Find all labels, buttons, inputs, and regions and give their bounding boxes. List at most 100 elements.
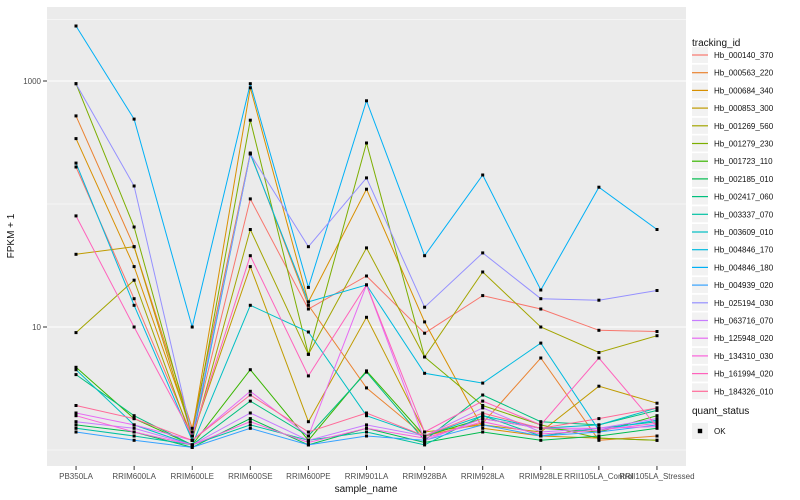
- data-point-Hb_134310_030: [74, 414, 78, 418]
- data-point-Hb_161994_020: [306, 374, 310, 378]
- data-point-Hb_184326_010: [539, 426, 543, 430]
- x-tick-label: RRIM600SE: [228, 472, 272, 481]
- x-tick-label: RRIM928BA: [402, 472, 447, 481]
- x-tick-label: RRIM901LA: [345, 472, 389, 481]
- legend-label: Hb_002417_060: [714, 193, 774, 202]
- data-point-Hb_004846_170: [306, 300, 310, 304]
- legend-label: Hb_000563_220: [714, 69, 774, 78]
- y-axis-title: FPKM + 1: [6, 213, 17, 258]
- data-point-Hb_001279_230: [365, 141, 368, 145]
- data-point-Hb_001279_230: [481, 404, 485, 407]
- data-point-Hb_134310_030: [655, 421, 659, 425]
- data-point-Hb_000853_300: [365, 315, 368, 319]
- data-point-Hb_000563_220: [190, 426, 194, 430]
- data-point-Hb_002417_060: [365, 370, 368, 374]
- data-point-Hb_001269_560: [365, 246, 368, 250]
- data-point-Hb_000140_370: [597, 328, 601, 332]
- data-point-Hb_004846_180: [190, 325, 194, 329]
- data-point-Hb_002185_010: [597, 434, 601, 438]
- x-tick-label: PB350LA: [59, 472, 93, 481]
- x-tick-label: RRII105LA_Stressed: [619, 472, 694, 481]
- legend-label: Hb_004846_180: [714, 263, 774, 272]
- data-point-Hb_001269_560: [597, 351, 601, 354]
- legend-label: Hb_001279_230: [714, 140, 774, 149]
- data-point-Hb_063716_070: [132, 426, 136, 430]
- data-point-Hb_000140_370: [306, 307, 310, 311]
- data-point-Hb_000140_370: [248, 197, 252, 201]
- x-tick-label: RRIM600LE: [170, 472, 214, 481]
- data-point-Hb_001279_230: [306, 352, 310, 356]
- data-point-Hb_184326_010: [481, 411, 485, 415]
- legend-label: Hb_003609_010: [714, 228, 774, 237]
- data-point-Hb_000563_220: [597, 438, 601, 442]
- data-point-Hb_004939_020: [74, 430, 78, 434]
- data-point-Hb_004846_170: [423, 371, 427, 375]
- data-point-Hb_125948_020: [306, 434, 310, 438]
- legend-label: Hb_001723_110: [714, 157, 773, 166]
- data-point-Hb_000140_370: [132, 297, 136, 301]
- data-point-Hb_004846_180: [481, 173, 485, 177]
- data-point-Hb_000684_340: [74, 137, 78, 141]
- data-point-Hb_025194_030: [132, 184, 136, 188]
- data-point-Hb_001279_230: [248, 118, 252, 122]
- data-point-Hb_004846_180: [365, 99, 368, 103]
- data-point-Hb_004846_170: [132, 303, 136, 307]
- data-point-Hb_125948_020: [481, 417, 485, 421]
- y-tick-label: 1000: [23, 77, 41, 86]
- data-point-Hb_004939_020: [132, 438, 136, 442]
- data-point-Hb_002185_010: [539, 438, 543, 442]
- data-point-Hb_184326_010: [190, 438, 194, 442]
- legend: Hb_000140_370 Hb_000563_220 Hb_000684_340 H…: [692, 47, 774, 439]
- data-point-Hb_003609_010: [597, 423, 601, 427]
- data-point-Hb_000140_370: [655, 330, 659, 333]
- data-point-Hb_125948_020: [423, 438, 427, 442]
- quant-marker-square: [697, 428, 703, 434]
- data-point-Hb_000563_220: [539, 356, 543, 360]
- data-point-Hb_063716_070: [539, 430, 543, 434]
- data-point-Hb_002185_010: [248, 417, 252, 421]
- data-point-Hb_025194_030: [74, 82, 78, 86]
- data-point-Hb_004846_180: [423, 254, 427, 258]
- x-axis-title: sample_name: [335, 484, 398, 495]
- panel-background: [47, 7, 686, 466]
- data-point-Hb_001269_560: [481, 270, 485, 274]
- data-point-Hb_000684_340: [248, 86, 252, 90]
- data-point-Hb_184326_010: [132, 417, 136, 421]
- data-point-Hb_004846_180: [306, 285, 310, 289]
- legend-label: Hb_184326_010: [714, 387, 774, 396]
- axes: 10 1000 PB350LA RRIM600LA RRIM600LE RRIM600SE…: [23, 77, 694, 481]
- y-tick-label: 10: [32, 323, 41, 332]
- data-point-Hb_184326_010: [365, 411, 368, 415]
- data-point-Hb_002185_010: [655, 426, 659, 430]
- data-point-Hb_004939_020: [655, 423, 659, 427]
- data-point-markers: [74, 24, 659, 449]
- data-point-Hb_002417_060: [655, 408, 659, 412]
- data-point-Hb_003609_010: [248, 303, 252, 307]
- data-point-Hb_000684_340: [423, 320, 427, 324]
- data-point-Hb_000684_340: [132, 265, 136, 269]
- data-point-Hb_134310_030: [365, 426, 368, 430]
- data-point-Hb_025194_030: [597, 298, 601, 302]
- data-point-Hb_161994_020: [597, 356, 601, 360]
- x-tick-label: RRIM928LE: [519, 472, 563, 481]
- data-point-Hb_134310_030: [539, 432, 543, 436]
- data-point-Hb_161994_020: [655, 425, 659, 429]
- data-point-Hb_161994_020: [74, 214, 78, 218]
- data-point-Hb_000140_370: [481, 294, 485, 298]
- data-point-Hb_134310_030: [481, 420, 485, 424]
- data-point-Hb_004939_020: [539, 434, 543, 438]
- data-point-Hb_004939_020: [597, 430, 601, 434]
- data-point-Hb_004846_170: [539, 341, 543, 345]
- legend-label: Hb_000853_300: [714, 104, 774, 113]
- data-point-Hb_025194_030: [365, 176, 368, 180]
- data-point-Hb_063716_070: [481, 406, 485, 410]
- plot-panel: [47, 7, 686, 466]
- data-point-Hb_184326_010: [306, 430, 310, 434]
- data-point-Hb_000563_220: [74, 114, 78, 118]
- data-point-Hb_025194_030: [655, 289, 659, 292]
- data-point-Hb_161994_020: [481, 399, 485, 403]
- x-tick-label: RRIM600LA: [112, 472, 156, 481]
- data-point-Hb_161994_020: [423, 430, 427, 434]
- data-point-Hb_184326_010: [597, 417, 601, 421]
- data-point-Hb_001279_230: [597, 436, 601, 440]
